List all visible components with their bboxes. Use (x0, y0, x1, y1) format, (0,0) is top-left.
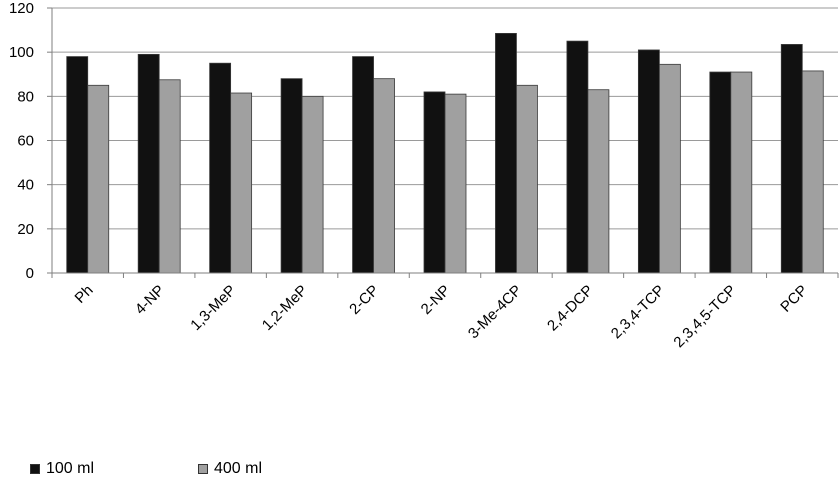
bar-series-1 (280, 78, 303, 274)
y-tick-label: 100 (9, 44, 34, 61)
bar-series-2 (444, 93, 467, 274)
x-tick-label: 3-Me-4CP (465, 282, 525, 342)
legend-item-series-1: 100 ml (30, 460, 94, 478)
bar-series-2 (801, 70, 824, 274)
x-tick-label: 2,4-DCP (544, 282, 597, 335)
x-tick-label: 2,3,4-TCP (608, 282, 668, 342)
x-tick-label: PCP (777, 282, 811, 316)
x-axis-labels: Ph 4-NP 1,3-MeP 1,2-MeP 2-CP 2-NP 3-Me-4CP 2,4-… (72, 282, 812, 351)
y-tick-label: 120 (9, 0, 34, 17)
axes (51, 8, 839, 278)
y-tick-label: 0 (26, 265, 34, 282)
y-tick-label: 20 (17, 221, 34, 238)
bar-series-2 (301, 95, 324, 274)
x-tick-label: 2-NP (418, 282, 454, 318)
x-tick-label: Ph (72, 282, 97, 307)
bar-series-1 (423, 91, 446, 274)
legend-label-series-2: 400 ml (214, 460, 263, 477)
x-tick-label: 2-CP (346, 282, 382, 318)
bar-series-1 (352, 56, 374, 274)
y-tick-label: 80 (17, 88, 34, 105)
bar-series-2 (158, 79, 181, 274)
y-tick-label: 60 (17, 133, 34, 150)
y-axis-ticks: 0 20 40 60 80 100 120 (9, 0, 52, 282)
bar-series-1 (209, 62, 232, 274)
legend-swatch-series-2 (198, 464, 208, 474)
bar-series-2 (87, 84, 110, 274)
x-tick-label: 4-NP (132, 282, 168, 318)
legend-swatch-series-1 (30, 464, 40, 474)
bar-series-2 (730, 71, 753, 274)
legend-label-series-1: 100 ml (46, 460, 95, 477)
x-tick-label: 1,3-MeP (187, 282, 239, 334)
bar-series-2 (516, 84, 538, 274)
y-tick-label: 40 (17, 177, 34, 194)
bar-series-2 (658, 63, 681, 274)
bar-series-1 (709, 71, 732, 274)
bar-series-1 (780, 44, 803, 274)
bar-series-1 (566, 40, 589, 274)
bar-series-1 (637, 49, 660, 274)
bar-series-1 (495, 32, 517, 274)
legend: 100 ml 400 ml (30, 460, 430, 478)
bar-series-2 (587, 89, 610, 274)
x-tick-label: 1,2-MeP (259, 282, 311, 334)
x-tick-label: 2,3,4,5-TCP (670, 282, 739, 351)
legend-item-series-2: 400 ml (198, 460, 262, 478)
bar-series-2 (230, 92, 253, 274)
bars (66, 32, 824, 274)
bar-series-2 (373, 78, 395, 274)
bar-series-1 (137, 53, 160, 274)
bar-series-1 (66, 56, 89, 274)
